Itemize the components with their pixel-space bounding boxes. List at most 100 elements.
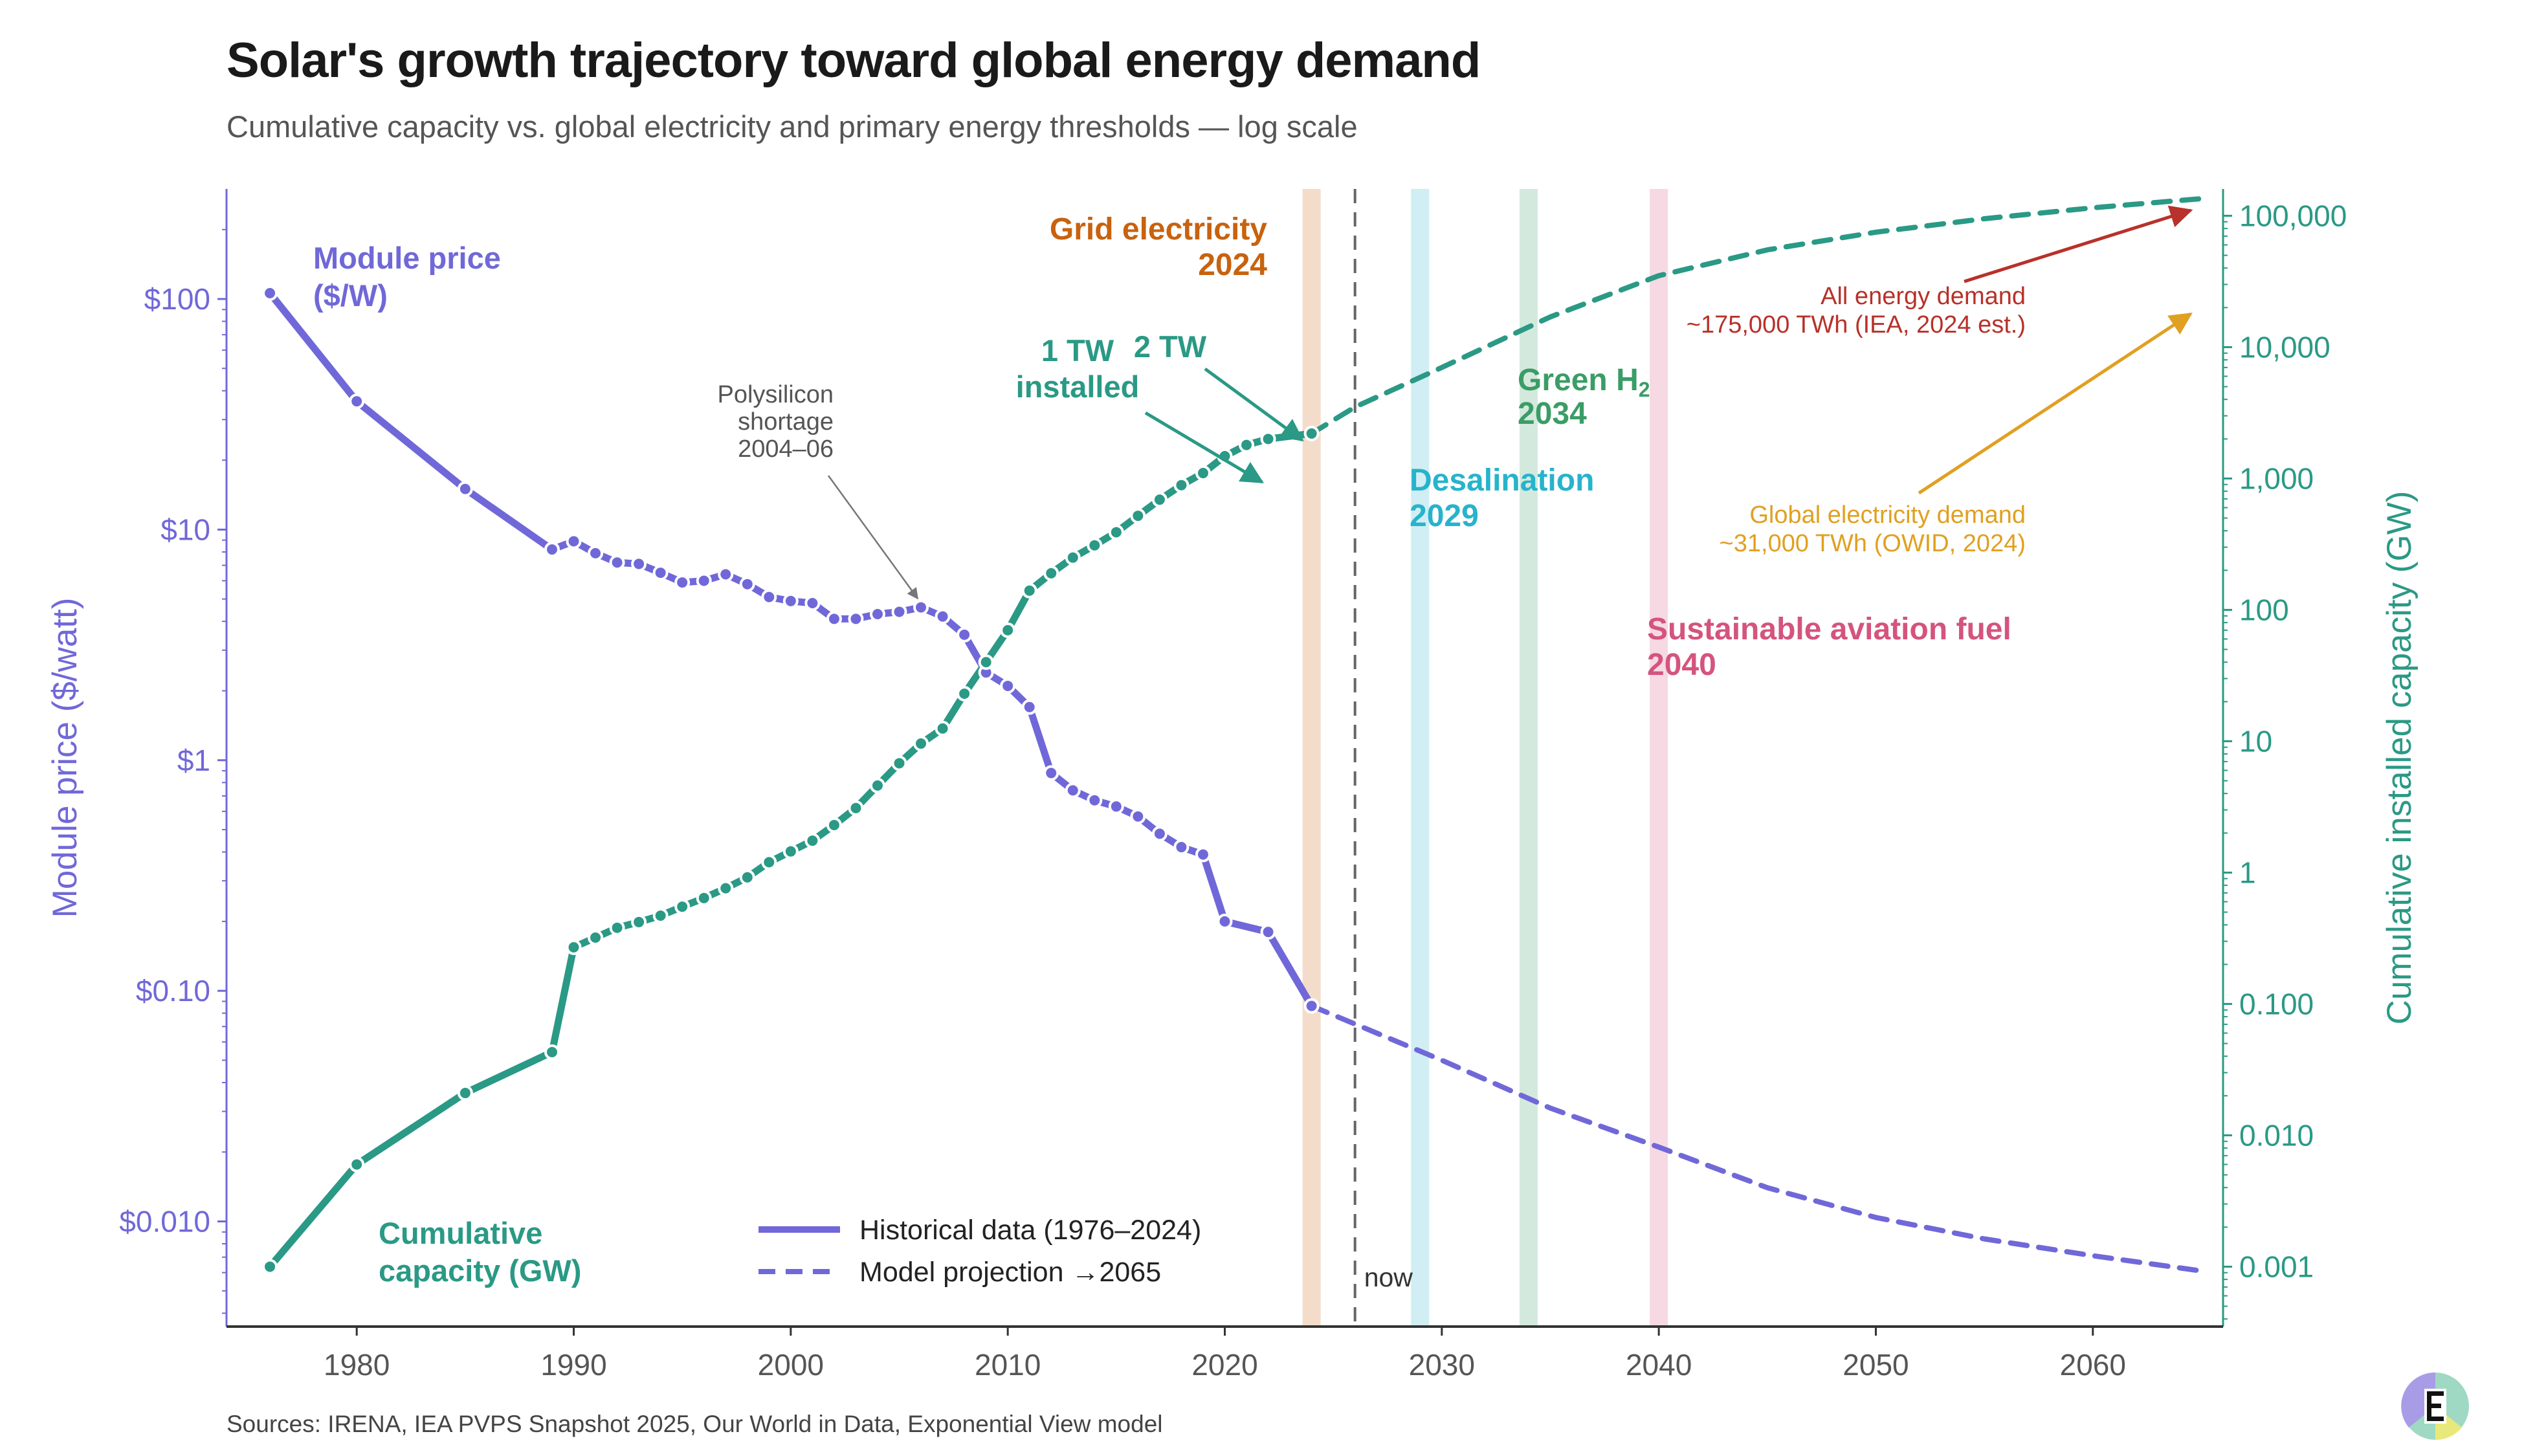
x-tick-label: 2020 [1191, 1348, 1257, 1382]
capacity-point [978, 654, 994, 670]
y-left-tick-label: $0.010 [119, 1205, 210, 1239]
capacity-point [1043, 565, 1059, 581]
x-tick-label: 2050 [1843, 1348, 1909, 1382]
capacity-point [457, 1085, 473, 1101]
x-tick-label: 1990 [540, 1348, 606, 1382]
capacity-point [1239, 437, 1255, 453]
legend: Historical data (1976–2024) Model project… [758, 1215, 1201, 1288]
capacity-point [848, 800, 864, 816]
capacity-point [1303, 425, 1320, 441]
capacity-point [631, 914, 647, 930]
price-point [1260, 924, 1276, 940]
price-point [1043, 765, 1059, 781]
saf-year: 2040 [1647, 648, 1716, 682]
threshold-bands [1302, 189, 1668, 1327]
y-left-axis-title: Module price ($/watt) [46, 598, 84, 918]
grid-electricity-year: 2024 [1198, 248, 1267, 282]
capacity-point [718, 880, 734, 896]
capacity-point [1021, 582, 1037, 599]
threshold-band [1411, 189, 1430, 1327]
y-right-tick-label: 0.010 [2239, 1118, 2314, 1152]
x-tick-label: 2040 [1626, 1348, 1692, 1382]
one-tw-arrow [1144, 411, 1265, 484]
x-tick-label: 2060 [2060, 1348, 2126, 1382]
polysilicon-label: Polysilicon [717, 381, 834, 408]
price-point [696, 573, 712, 589]
green-h2-label: Green H2 [1518, 363, 1650, 401]
capacity-point [1130, 508, 1146, 524]
capacity-point [1000, 622, 1016, 638]
y-left-tick-label: $0.10 [136, 974, 210, 1008]
capacity-point [1195, 465, 1211, 481]
price-point [1151, 826, 1168, 842]
capacity-point [826, 817, 842, 833]
now-label: now [1364, 1263, 1413, 1292]
electricity-demand-label: Global electricity demand [1749, 502, 2026, 529]
price-point [457, 481, 473, 497]
price-point [652, 565, 669, 581]
y-right-tick-label: 1 [2239, 855, 2256, 889]
price-point [957, 626, 973, 643]
electricity-demand-source: ~31,000 TWh (OWID, 2024) [1720, 530, 2026, 557]
price-point [566, 533, 582, 549]
price-point [1065, 782, 1081, 799]
module-price-label: Module price [313, 241, 501, 275]
capacity-point [891, 755, 907, 771]
capacity-point [674, 899, 691, 915]
module-price-unit-label: ($/W) [313, 278, 388, 313]
y-right-tick-label: 0.001 [2239, 1250, 2314, 1283]
price-point [826, 611, 842, 627]
capacity-point [913, 736, 929, 752]
legend-projection-label: Model projection →2065 [859, 1257, 1161, 1288]
price-point [1021, 699, 1037, 715]
price-point [848, 611, 864, 627]
electricity-demand-arrow [1918, 312, 2193, 495]
capacity-point [935, 720, 951, 736]
capacity-point [696, 890, 712, 906]
green-h2-year: 2034 [1518, 397, 1587, 431]
x-tick-label: 2010 [975, 1348, 1041, 1382]
exponential-view-logo-icon[interactable] [2400, 1371, 2471, 1442]
threshold-band [1302, 189, 1321, 1327]
capacity-point [349, 1156, 365, 1173]
price-point [1108, 799, 1124, 815]
x-tick-label: 1980 [324, 1348, 390, 1382]
y-right-tick-label: 10 [2239, 724, 2272, 758]
x-tick-label: 2030 [1409, 1348, 1475, 1382]
capacity-point [1065, 549, 1081, 566]
price-point [739, 576, 755, 592]
price-point [804, 595, 821, 612]
capacity-point [1087, 537, 1103, 553]
price-point [761, 589, 777, 605]
energy-demand-source: ~175,000 TWh (IEA, 2024 est.) [1687, 311, 2026, 338]
price-point [913, 599, 929, 615]
y-right-axis-title: Cumulative installed capacity (GW) [2380, 491, 2419, 1025]
series-lines [266, 196, 2204, 1274]
one-tw-label: 1 TW [1041, 333, 1114, 368]
price-point [1130, 808, 1146, 824]
y-right-tick-label: 100,000 [2239, 199, 2347, 232]
price-point [631, 556, 647, 572]
capacity-point [739, 869, 755, 885]
energy-demand-arrow [1964, 205, 2193, 283]
capacity-projection-line [1309, 196, 2204, 436]
capacity-point [609, 920, 625, 936]
capacity-point [761, 854, 777, 870]
tick-labels: 1980 1990 2000 2010 2020 2030 2040 2050 2060$100… [46, 199, 2419, 1382]
cumulative-unit-label: capacity (GW) [379, 1253, 581, 1288]
saf-label: Sustainable aviation fuel [1647, 612, 2011, 646]
price-point [544, 542, 560, 558]
capacity-point [544, 1044, 560, 1060]
one-tw-sublabel: installed [1016, 370, 1140, 404]
capacity-point [588, 929, 604, 945]
capacity-point [566, 939, 582, 955]
price-point [869, 606, 885, 623]
series-points [262, 285, 1320, 1275]
polysilicon-label: 2004–06 [738, 436, 834, 463]
cumulative-label: Cumulative [379, 1216, 542, 1250]
y-left-tick-label: $1 [177, 744, 210, 777]
y-right-tick-label: 0.100 [2239, 987, 2314, 1020]
capacity-point [1108, 524, 1124, 540]
price-point [782, 593, 799, 609]
polysilicon-label: shortage [738, 408, 834, 436]
